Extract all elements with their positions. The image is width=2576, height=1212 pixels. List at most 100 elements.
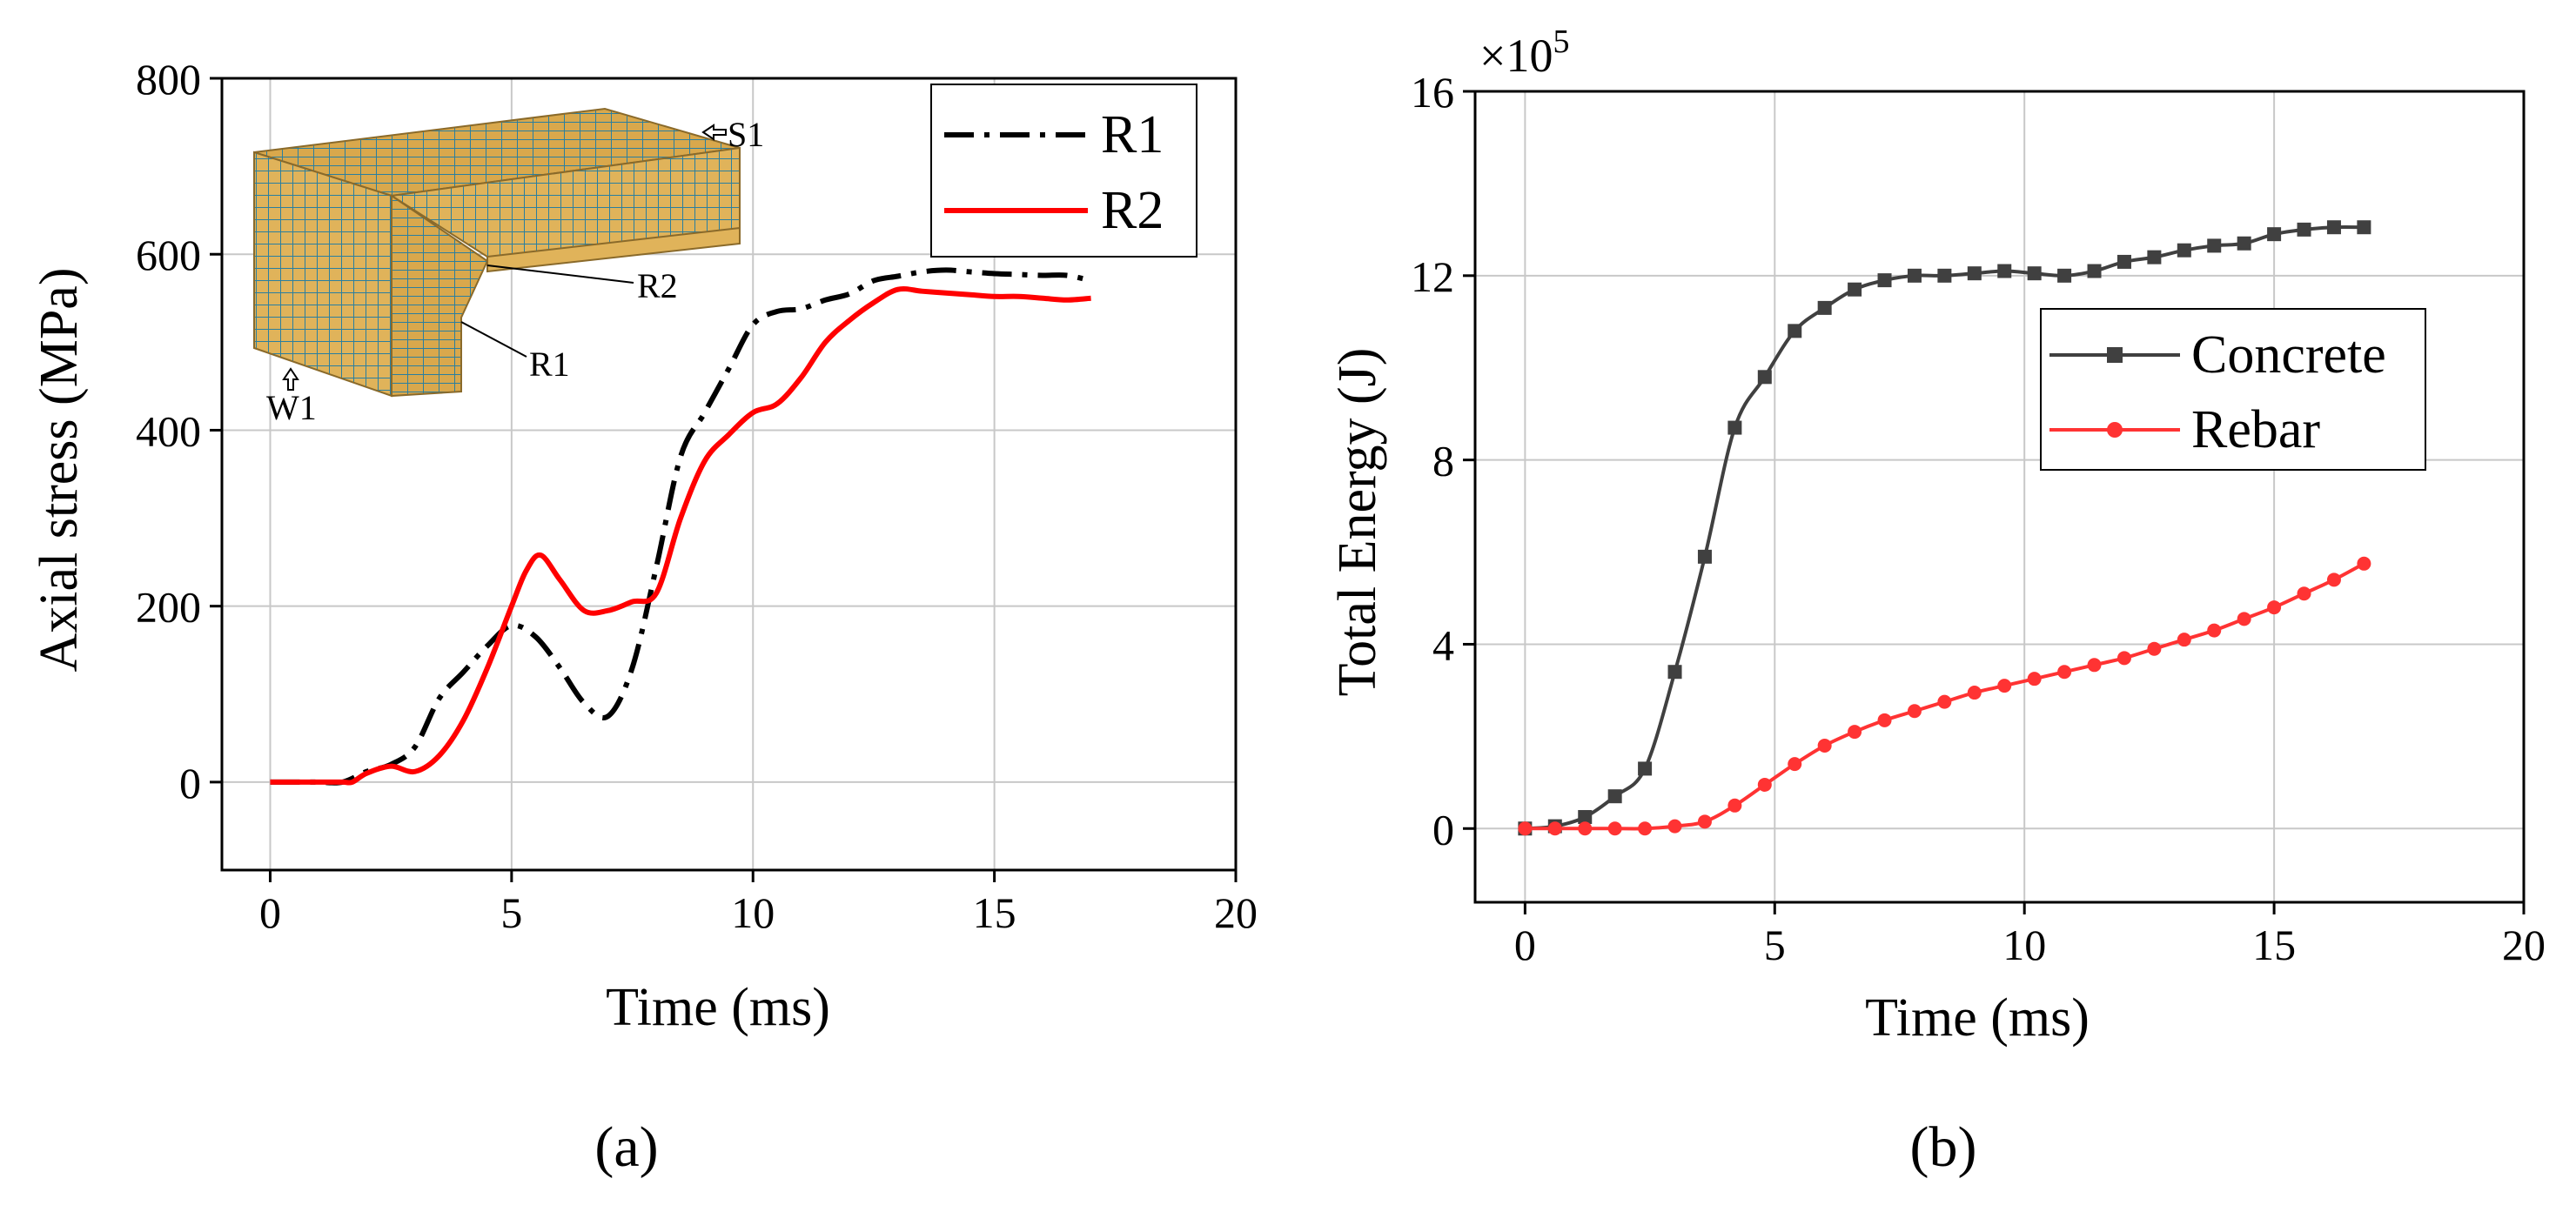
b-point-rebar: [2027, 672, 2042, 686]
b-point-rebar: [1997, 679, 2012, 693]
b-point-concrete: [2087, 264, 2102, 278]
b-point-concrete: [2116, 254, 2131, 269]
pointer-r2: [486, 264, 634, 284]
b-point-concrete: [1817, 300, 1832, 315]
b-y-multiplier-base: ×10: [1479, 30, 1553, 82]
a-y-tick-label: 800: [136, 55, 201, 104]
b-point-concrete: [2297, 222, 2311, 237]
b-point-concrete: [2326, 220, 2341, 235]
b-x-tick-label: 20: [2502, 921, 2546, 969]
panel-label-a: (a): [594, 1115, 658, 1179]
b-point-concrete: [1937, 268, 1952, 283]
b-point-rebar: [1757, 777, 1772, 792]
b-point-concrete: [2207, 238, 2222, 253]
b-x-tick-label: 0: [1514, 921, 1536, 969]
b-point-concrete: [1997, 264, 2012, 278]
label-r1: R1: [529, 345, 570, 384]
a-y-tick-label: 400: [136, 406, 201, 455]
b-x-axis-title: Time (ms): [1865, 988, 2090, 1048]
panel-label-b: (b): [1910, 1115, 1977, 1179]
label-s1: S1: [728, 115, 764, 154]
b-point-rebar: [2267, 600, 2282, 615]
panel-label-b-text: (b): [1910, 1115, 1977, 1179]
b-point-rebar: [1877, 713, 1892, 727]
b-point-rebar: [1697, 814, 1712, 829]
b-y-axis-title: Total Energy (J): [1328, 348, 1387, 697]
b-legend-box: [2040, 308, 2426, 471]
b-x-tick-label: 5: [1764, 921, 1786, 969]
b-point-concrete: [1578, 810, 1593, 825]
b-x-tick-label: 15: [2252, 921, 2296, 969]
b-legend-marker-concrete: [2107, 347, 2123, 363]
b-x-tick-label: 10: [2002, 921, 2046, 969]
inset-shelf-front: [486, 226, 741, 273]
b-point-rebar: [1967, 686, 1982, 700]
b-point-rebar: [2057, 665, 2072, 680]
arrow-s1-icon: [701, 124, 727, 141]
b-point-concrete: [2027, 266, 2042, 281]
b-ticks: 0 5 10 15 20 0 4 8 12 16: [1411, 68, 2546, 969]
a-legend: R1 R2: [930, 84, 1197, 258]
b-point-rebar: [2087, 658, 2102, 673]
b-y-tick-label: 12: [1411, 252, 1454, 301]
b-point-concrete: [2357, 220, 2371, 235]
a-x-tick-label: 0: [259, 888, 281, 937]
b-point-concrete: [1638, 761, 1653, 776]
b-y-tick-label: 8: [1432, 437, 1454, 485]
b-y-tick-label: 4: [1432, 620, 1454, 669]
b-point-concrete: [1757, 370, 1772, 385]
inset-side-face: [391, 194, 489, 398]
b-point-rebar: [1667, 819, 1682, 834]
b-point-concrete: [1848, 282, 1862, 297]
arrow-w1-icon: [282, 367, 299, 391]
a-legend-box: [930, 84, 1197, 258]
b-point-concrete: [2237, 236, 2251, 251]
label-w1: W1: [266, 388, 317, 427]
a-y-tick-label: 600: [136, 231, 201, 279]
a-plot-frame: [220, 77, 1238, 872]
panel-label-a-text: (a): [594, 1115, 658, 1179]
b-y-tick-label: 16: [1411, 68, 1454, 117]
b-point-rebar: [2326, 573, 2341, 587]
b-point-rebar: [2297, 586, 2311, 601]
b-point-concrete: [1727, 420, 1742, 435]
b-point-rebar: [1607, 821, 1622, 836]
b-point-concrete: [1607, 789, 1622, 804]
a-x-tick-label: 10: [731, 888, 775, 937]
b-point-concrete: [1788, 324, 1802, 338]
a-y-tick-label: 0: [179, 759, 201, 807]
b-point-rebar: [1547, 821, 1562, 836]
b-legend-marker-rebar: [2107, 422, 2123, 438]
b-point-rebar: [2177, 633, 2191, 647]
a-y-axis-title: Axial stress (MPa): [30, 268, 89, 673]
b-y-tick-label: 0: [1432, 805, 1454, 854]
a-y-tick-label: 200: [136, 583, 201, 632]
b-point-rebar: [1518, 821, 1533, 836]
b-point-rebar: [2147, 641, 2162, 656]
label-r2: R2: [637, 266, 678, 305]
pointer-r1: [460, 321, 527, 358]
b-lines: [1518, 220, 2371, 836]
b-y-multiplier: ×105: [1479, 23, 1569, 82]
b-point-rebar: [2357, 556, 2371, 571]
a-x-tick-label: 5: [500, 888, 522, 937]
b-point-concrete: [1697, 549, 1712, 564]
a-x-tick-label: 15: [973, 888, 1016, 937]
b-point-concrete: [1907, 268, 1922, 283]
b-point-rebar: [1638, 821, 1653, 836]
b-point-rebar: [1817, 738, 1832, 753]
b-point-rebar: [1848, 725, 1862, 740]
b-point-concrete: [2267, 227, 2282, 242]
b-point-concrete: [1877, 273, 1892, 288]
b-y-multiplier-exp: 5: [1553, 23, 1569, 60]
a-legend-label-r2: R2: [1101, 181, 1164, 240]
b-point-concrete: [2147, 250, 2162, 264]
inset-front-face: [253, 151, 392, 398]
inset-3d-model: S1 W1 R2 R1: [253, 107, 764, 427]
b-point-rebar: [2116, 651, 2131, 666]
a-series-line-r2: [270, 285, 1091, 786]
b-point-concrete: [2177, 243, 2191, 258]
a-x-tick-label: 20: [1214, 888, 1258, 937]
